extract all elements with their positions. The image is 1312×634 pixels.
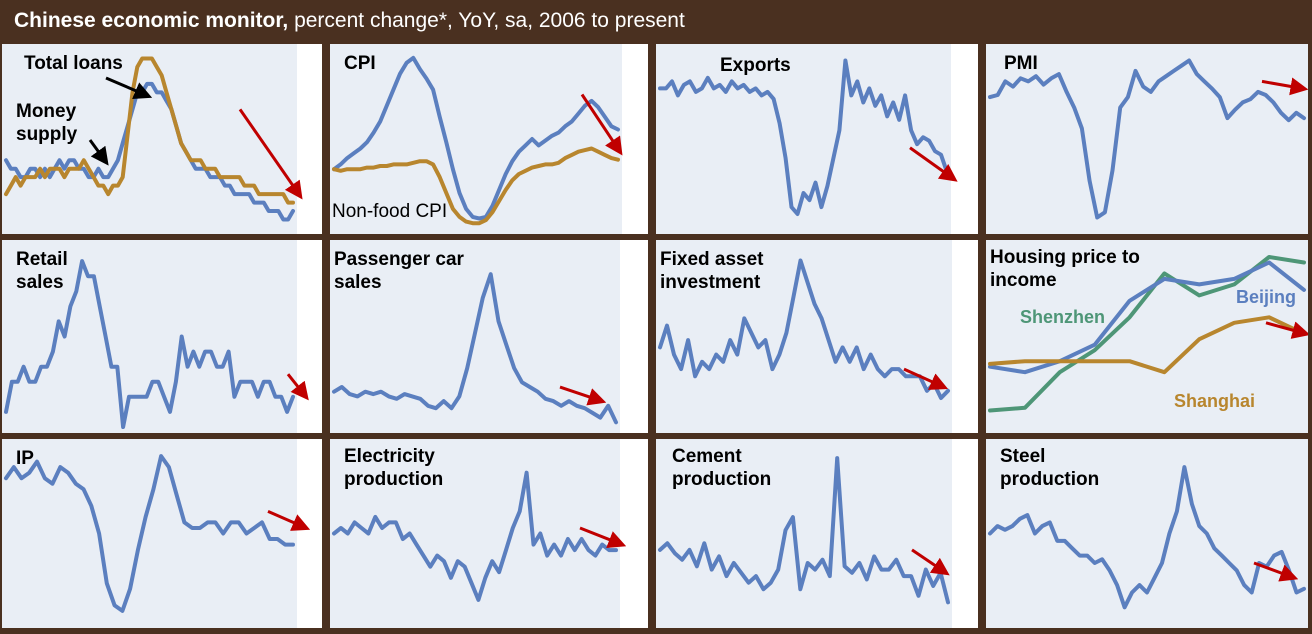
chart-svg-retail-sales xyxy=(2,240,309,433)
series-line-cement-production xyxy=(658,456,950,605)
chart-title: Chinese economic monitor, percent change… xyxy=(0,0,1312,42)
plot-area xyxy=(656,44,951,234)
trend-arrow xyxy=(286,373,309,401)
plot-area xyxy=(2,240,297,433)
plot-area xyxy=(330,44,622,234)
plot-area xyxy=(2,44,297,234)
plot-area xyxy=(986,44,1308,234)
chart-svg-ip xyxy=(2,439,311,628)
label-fixed-asset-investment: Fixed asset investment xyxy=(660,249,764,293)
panel-pmi: PMI xyxy=(986,44,1308,234)
label-shanghai: Shanghai xyxy=(1174,391,1256,411)
series-line-exports xyxy=(658,58,949,216)
trend-arrow xyxy=(1265,321,1308,339)
chart-svg-passenger-car-sales xyxy=(330,240,620,433)
title-bold: Chinese economic monitor, xyxy=(14,9,289,32)
chart-svg-pmi xyxy=(986,44,1308,234)
leader-money-supply xyxy=(88,139,109,166)
series-line-non-food-cpi xyxy=(332,146,620,226)
panel-retail-sales: Retail sales xyxy=(2,240,322,433)
label-money-supply: Money supply xyxy=(16,101,78,145)
label-retail-sales: Retail sales xyxy=(16,249,68,293)
series-line-retail-sales xyxy=(4,259,295,429)
trend-arrow xyxy=(580,93,623,156)
panel-exports: Exports xyxy=(656,44,978,234)
chart-svg-steel-production xyxy=(986,439,1308,628)
label-total-loans: Total loans xyxy=(24,53,123,74)
plot-area xyxy=(656,439,952,628)
chart-svg-electricity-production xyxy=(330,439,627,628)
trend-arrow xyxy=(559,385,607,406)
chart-svg-cement-production xyxy=(656,439,952,628)
label-non-food-cpi: Non-food CPI xyxy=(332,201,448,222)
trend-arrow xyxy=(238,108,303,200)
title-rest: percent change*, YoY, sa, 2006 to presen… xyxy=(288,9,685,32)
panel-money-loans: Total loans Money supply xyxy=(2,44,322,234)
label-beijing: Beijing xyxy=(1236,287,1297,307)
series-line-steel-production xyxy=(988,465,1306,610)
chart-svg-housing-price xyxy=(986,240,1308,433)
series-line-fixed-asset-investment xyxy=(658,258,950,400)
plot-area xyxy=(986,240,1308,433)
panel-cpi: CPI Non-food CPI xyxy=(330,44,648,234)
label-cement-production: Cement production xyxy=(672,446,772,490)
series-line-electricity-production xyxy=(332,470,618,602)
label-exports: Exports xyxy=(720,55,791,76)
chart-svg-cpi xyxy=(330,44,623,234)
trend-arrow xyxy=(911,548,950,576)
panel-ip: IP xyxy=(2,439,322,628)
trend-arrow xyxy=(1261,77,1308,96)
trend-arrow xyxy=(903,367,949,390)
label-passenger-car-sales: Passenger car sales xyxy=(334,249,464,293)
series-line-passenger-car-sales xyxy=(332,272,618,425)
panel-passenger-car-sales: Passenger car sales xyxy=(330,240,648,433)
label-shenzhen: Shenzhen xyxy=(1020,307,1106,327)
chart-svg-fixed-asset-investment xyxy=(656,240,952,433)
label-ip: IP xyxy=(16,448,34,469)
chart-svg-exports xyxy=(656,44,958,234)
panel-cement-production: Cement production xyxy=(656,439,978,628)
series-line-beijing xyxy=(988,260,1306,375)
plot-area xyxy=(986,439,1308,628)
series-line-cpi xyxy=(332,55,620,221)
panel-housing-price: Housing price to income Shenzhen Beijing… xyxy=(986,240,1308,433)
panel-fixed-asset-investment: Fixed asset investment xyxy=(656,240,978,433)
label-steel-production: Steel production xyxy=(1000,446,1100,490)
label-cpi: CPI xyxy=(344,53,376,74)
leader-total-loans xyxy=(105,76,153,99)
series-line-ip xyxy=(4,454,295,613)
chart-svg-money-loans xyxy=(2,44,303,234)
plot-area xyxy=(2,439,297,628)
series-line-shanghai xyxy=(988,315,1306,375)
trend-arrow xyxy=(579,526,627,548)
trend-arrow xyxy=(909,146,958,182)
series-line-pmi xyxy=(988,58,1306,220)
panel-electricity-production: Electricity production xyxy=(330,439,648,628)
trend-arrow xyxy=(1253,561,1299,582)
label-housing-price: Housing price to income xyxy=(990,247,1140,291)
panel-steel-production: Steel production xyxy=(986,439,1308,628)
label-electricity-production: Electricity production xyxy=(344,446,444,490)
series-line-total-loans xyxy=(4,56,295,205)
label-pmi: PMI xyxy=(1004,53,1038,74)
trend-arrow xyxy=(267,510,311,531)
